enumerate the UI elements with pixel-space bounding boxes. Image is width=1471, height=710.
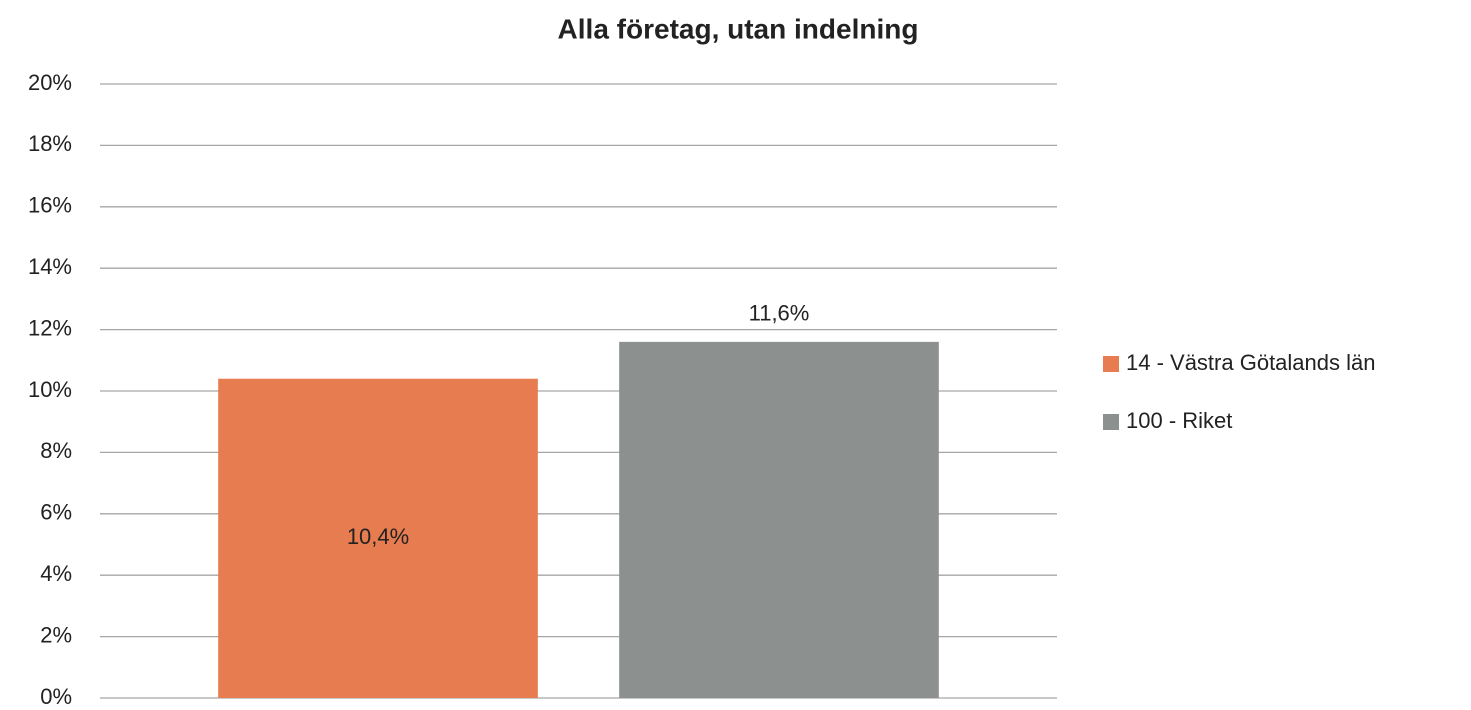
chart-title: Alla företag, utan indelning (558, 13, 919, 44)
legend-swatch (1103, 356, 1119, 372)
legend-label: 14 - Västra Götalands län (1126, 350, 1375, 375)
y-tick-label: 0% (40, 684, 72, 709)
bar (619, 341, 939, 698)
y-tick-label: 8% (40, 438, 72, 463)
legend-label: 100 - Riket (1126, 408, 1232, 433)
y-tick-label: 10% (28, 377, 72, 402)
y-tick-label: 14% (28, 254, 72, 279)
y-tick-label: 20% (28, 70, 72, 95)
data-label: 11,6% (749, 301, 810, 326)
y-tick-label: 12% (28, 315, 72, 340)
data-label: 10,4% (347, 524, 409, 549)
y-tick-label: 18% (28, 131, 72, 156)
bar (218, 378, 538, 698)
y-tick-label: 16% (28, 193, 72, 218)
y-tick-label: 4% (40, 561, 72, 586)
y-tick-label: 6% (40, 500, 72, 525)
y-tick-label: 2% (40, 622, 72, 647)
legend-swatch (1103, 414, 1119, 430)
